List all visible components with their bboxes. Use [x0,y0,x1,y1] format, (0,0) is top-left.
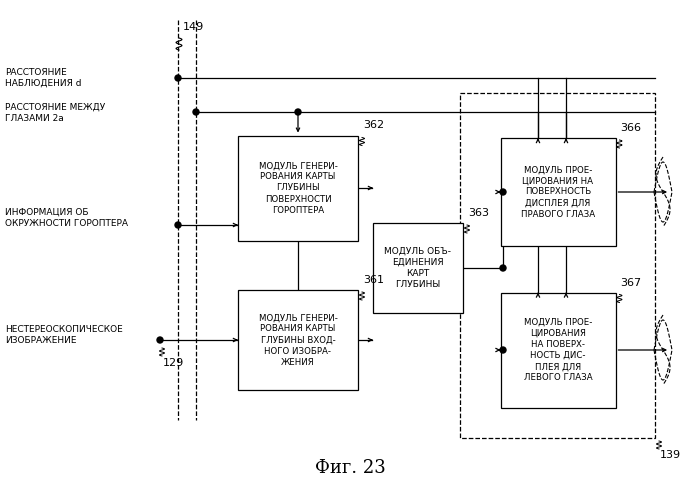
Text: МОДУЛЬ ГЕНЕРИ-
РОВАНИЯ КАРТЫ
ГЛУБИНЫ ВХОД-
НОГО ИЗОБРА-
ЖЕНИЯ: МОДУЛЬ ГЕНЕРИ- РОВАНИЯ КАРТЫ ГЛУБИНЫ ВХО… [258,313,337,367]
Bar [373,223,463,313]
Circle shape [295,109,301,115]
Circle shape [500,265,506,271]
Text: 366: 366 [620,123,641,133]
Bar [500,293,615,407]
Bar [500,138,615,246]
Circle shape [193,109,199,115]
Circle shape [157,337,163,343]
Text: МОДУЛЬ ОБЪ-
ЕДИНЕНИЯ
КАРТ
ГЛУБИНЫ: МОДУЛЬ ОБЪ- ЕДИНЕНИЯ КАРТ ГЛУБИНЫ [384,247,452,289]
Circle shape [175,75,181,81]
Bar [460,93,655,438]
Text: МОДУЛЬ ГЕНЕРИ-
РОВАНИЯ КАРТЫ
ГЛУБИНЫ
ПОВЕРХНОСТИ
ГОРОПТЕРА: МОДУЛЬ ГЕНЕРИ- РОВАНИЯ КАРТЫ ГЛУБИНЫ ПОВ… [258,161,337,214]
Circle shape [175,222,181,228]
Circle shape [500,189,506,195]
Text: РАССТОЯНИЕ МЕЖДУ
ГЛАЗАМИ 2a: РАССТОЯНИЕ МЕЖДУ ГЛАЗАМИ 2a [5,103,105,123]
Text: 363: 363 [468,208,489,218]
Text: 361: 361 [363,275,384,285]
Text: РАССТОЯНИЕ
НАБЛЮДЕНИЯ d: РАССТОЯНИЕ НАБЛЮДЕНИЯ d [5,68,81,88]
Bar [238,290,358,390]
Text: ИНФОРМАЦИЯ ОБ
ОКРУЖНОСТИ ГОРОПТЕРА: ИНФОРМАЦИЯ ОБ ОКРУЖНОСТИ ГОРОПТЕРА [5,208,128,228]
Text: 149: 149 [183,22,204,32]
Bar [238,135,358,241]
Text: МОДУЛЬ ПРОЕ-
ЦИРОВАНИЯ НА
ПОВЕРХНОСТЬ
ДИСПЛЕЯ ДЛЯ
ПРАВОГО ГЛАЗА: МОДУЛЬ ПРОЕ- ЦИРОВАНИЯ НА ПОВЕРХНОСТЬ ДИ… [521,165,595,219]
Text: НЕСТЕРЕОСКОПИЧЕСКОЕ
ИЗОБРАЖЕНИЕ: НЕСТЕРЕОСКОПИЧЕСКОЕ ИЗОБРАЖЕНИЕ [5,325,122,345]
Text: 362: 362 [363,120,384,131]
Circle shape [500,347,506,353]
Text: 129: 129 [163,358,184,368]
Text: Фиг. 23: Фиг. 23 [314,459,386,477]
Text: 367: 367 [620,278,642,287]
Text: 139: 139 [660,450,681,460]
Text: МОДУЛЬ ПРОЕ-
ЦИРОВАНИЯ
НА ПОВЕРХ-
НОСТЬ ДИС-
ПЛЕЯ ДЛЯ
ЛЕВОГО ГЛАЗА: МОДУЛЬ ПРОЕ- ЦИРОВАНИЯ НА ПОВЕРХ- НОСТЬ … [524,318,592,382]
